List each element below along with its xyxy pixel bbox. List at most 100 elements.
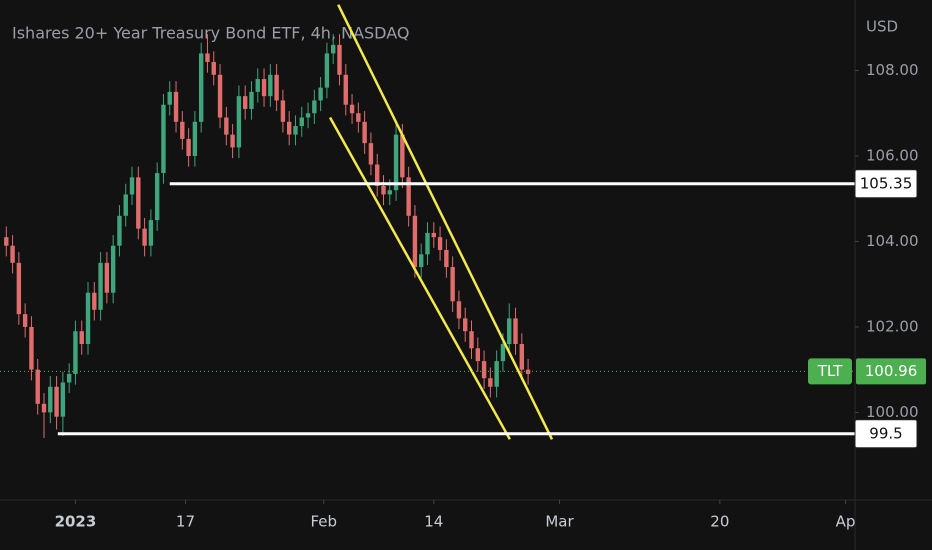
level-tag-text: 99.5 [869,424,902,442]
candle-body [475,348,480,362]
candle-body [104,262,110,293]
symbol-tag [808,358,852,385]
candle-body [236,96,242,148]
candle-body [500,344,506,362]
candle-body [242,96,248,109]
candle-body [469,331,474,349]
candle-body [198,53,204,122]
candle-body [180,121,185,139]
candle-body [299,117,304,127]
candle-body [161,104,166,174]
candle-body [356,113,361,122]
candle-body [54,386,59,417]
candle-body [154,173,160,221]
x-tick-label: Ap [836,513,856,531]
candle-body [318,87,323,101]
candle-body [456,301,462,319]
candle-body [123,194,128,216]
candle-body [186,138,191,156]
candle-body [412,215,418,268]
y-tick-label: 100.00 [866,403,919,421]
candle-body [507,318,512,345]
candle-body [387,190,392,195]
last-price-tag [856,358,926,385]
y-tick-label: 108.00 [866,61,919,79]
candle-body [230,134,235,148]
candle-body [148,220,154,246]
candle-body [494,361,499,387]
candle-body [255,79,260,92]
candle-body [406,177,411,216]
candle-body [324,53,330,88]
level-tag [854,419,918,449]
candle-body [48,386,53,413]
level-tag [854,169,918,199]
candle-body [217,74,223,118]
candle-body [249,91,254,109]
y-tick-label: 104.00 [866,232,919,250]
candle-body [274,74,279,101]
candle-body [437,237,443,250]
candle-body [60,382,66,417]
candle-body [261,79,267,97]
candle-body [10,245,15,263]
candle-body [173,91,179,122]
candle-body [224,117,229,135]
candle-body [4,237,9,246]
x-tick-label: Feb [310,513,337,531]
candle-body [85,292,91,345]
candle-body [293,126,298,135]
candle-body [35,369,40,404]
y-tick-label: 102.00 [866,317,919,335]
candle-body [444,250,449,268]
candle-body [92,292,97,310]
candle-body [117,215,122,246]
candle-body [375,164,380,186]
candle-body [343,74,348,105]
candle-body [136,177,141,229]
trend-line [328,116,511,440]
candle-body [129,177,135,195]
candle-body [192,121,198,156]
candle-body [73,331,78,374]
symbol-tag-text: TLT [817,362,843,380]
candle-body [513,318,518,345]
candle-body [205,53,210,62]
x-tick-label: 14 [424,513,443,531]
candle-body [41,403,47,413]
candle-body [211,61,216,75]
candle-body [305,113,311,118]
trend-line [337,4,554,440]
candle-body [381,185,386,195]
currency-label: USD [866,18,898,36]
candle-body [268,74,273,97]
candle-body [167,91,172,105]
candle-body [450,267,455,302]
candle-body [393,134,399,191]
candle-body [16,262,22,315]
candle-body [431,232,436,238]
x-tick-label: 17 [176,513,195,531]
candle-body [286,121,292,135]
level-tag-text: 105.35 [860,174,913,192]
candle-body [400,134,405,178]
candle-body [481,361,487,379]
candle-body [79,331,84,345]
candle-body [349,104,355,114]
candle-body [337,44,342,75]
candle-body [29,326,34,370]
candle-body [330,44,336,54]
candle-body [22,314,28,327]
candle-body [419,254,424,268]
candle-body [463,318,468,332]
candle-body [312,100,317,114]
candle-body [519,344,525,370]
x-tick-label: Mar [545,513,574,531]
x-tick-label: 2023 [55,513,97,531]
candle-body [425,232,430,255]
y-tick-label: 106.00 [866,146,919,164]
candle-body [362,121,367,144]
candle-body [488,378,493,387]
candle-body [110,245,116,293]
